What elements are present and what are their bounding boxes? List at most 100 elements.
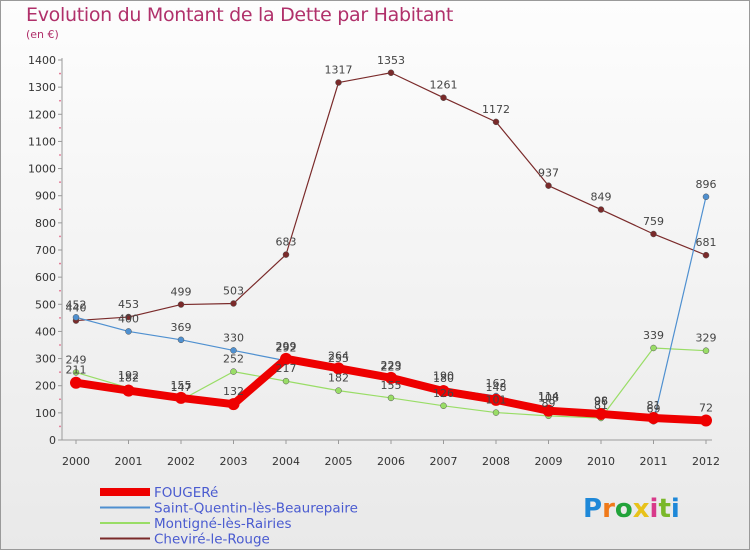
data-label: 162 [486,377,507,390]
y-tick-label: 900 [35,190,56,203]
data-label: 190 [433,369,454,382]
brand-letter: t [658,494,670,524]
data-label: 400 [118,312,139,325]
data-label: 452 [66,298,87,311]
data-label: 896 [696,178,717,191]
data-label: 217 [276,362,297,375]
x-tick-label: 2011 [640,455,668,468]
data-label: 126 [433,387,454,400]
y-tick-label: 500 [35,298,56,311]
y-tick-label: 300 [35,353,56,366]
data-label: 937 [538,167,559,180]
data-label: 101 [486,394,507,407]
series-2-point [387,394,395,402]
series-2-point [440,402,447,410]
x-tick-label: 2004 [272,455,300,468]
series-3-point [282,251,290,258]
series-3-point [545,182,552,189]
data-label: 182 [328,372,349,385]
series-0-point [175,391,187,404]
series-3-point [702,251,710,259]
x-tick-label: 2005 [325,455,353,468]
x-tick-label: 2003 [220,455,248,468]
series-1-point [702,193,710,201]
chart-subtitle: (en €) [26,28,59,41]
y-tick-label: 200 [35,380,56,393]
x-tick-label: 2009 [535,455,563,468]
series-line-3 [75,72,707,322]
y-minor-tick [59,126,61,129]
data-label: 81 [647,399,661,412]
series-0-point [647,412,660,425]
x-tick-label: 2001 [115,455,143,468]
brand-letter: x [633,494,650,524]
series-2-point [230,368,237,375]
y-minor-tick [59,99,61,102]
data-label: 499 [171,286,192,299]
series-0-point [332,362,345,375]
data-label: 89 [542,397,556,410]
data-label: 330 [223,331,244,344]
series-3-point [440,94,447,101]
data-label: 192 [118,369,139,382]
data-label: 681 [696,236,717,249]
series-2-point [492,409,500,416]
data-label: 132 [223,385,244,398]
data-label: 108 [538,392,559,405]
data-label: 299 [276,340,297,353]
series-0-point [280,352,292,365]
data-label: 180 [433,372,454,385]
data-label: 1353 [377,54,405,67]
series-3-point [177,301,185,308]
y-tick-label: 800 [35,217,56,230]
series-2-point [702,347,710,354]
x-tick-label: 2008 [482,455,510,468]
data-label: 182 [118,372,139,385]
y-tick-label: 400 [35,325,56,338]
legend-label: Montigné-lès-Rairies [154,516,292,532]
data-label: 849 [591,191,612,204]
series-2-point [282,377,290,385]
brand-letter: P [583,494,602,524]
brand-letter: r [602,494,615,524]
series-2-point [72,369,80,376]
legend-label: Saint-Quentin-lès-Beaurepaire [154,501,358,517]
legend-label: Cheviré-le-Rouge [154,532,270,548]
x-tick-label: 2012 [692,455,720,468]
data-label: 1317 [325,64,353,77]
y-tick-label: 700 [35,244,56,257]
series-0-point [70,376,82,389]
brand-letter: i [650,494,659,524]
series-2-point [335,387,342,394]
y-minor-tick [59,316,61,319]
y-minor-tick [59,181,61,184]
series-3-point [230,300,237,307]
y-tick-label: 0 [49,434,56,447]
x-tick-label: 2007 [430,455,458,468]
data-label: 81 [594,399,608,412]
series-0-point [542,404,555,417]
series-0-point [437,385,450,398]
x-tick-label: 2006 [377,455,405,468]
data-label: 147 [171,381,192,394]
data-label: 155 [381,379,402,392]
series-0-point [490,393,502,406]
data-label: 114 [538,390,559,403]
series-3-point [335,79,342,86]
x-tick-label: 2002 [167,455,195,468]
data-label: 292 [276,342,297,355]
series-0-point [122,384,135,397]
series-0-point [700,414,712,427]
series-1-point [72,314,80,321]
data-label: 759 [643,215,664,228]
series-3-point [125,313,132,321]
y-minor-tick [59,398,61,401]
data-label: 252 [223,353,244,366]
series-3-point [597,206,605,213]
y-minor-tick [59,262,61,265]
y-minor-tick [59,344,61,346]
y-tick-label: 1000 [28,163,56,176]
series-1-point [177,336,185,344]
series-0-point [227,398,240,411]
data-label: 503 [223,284,244,297]
